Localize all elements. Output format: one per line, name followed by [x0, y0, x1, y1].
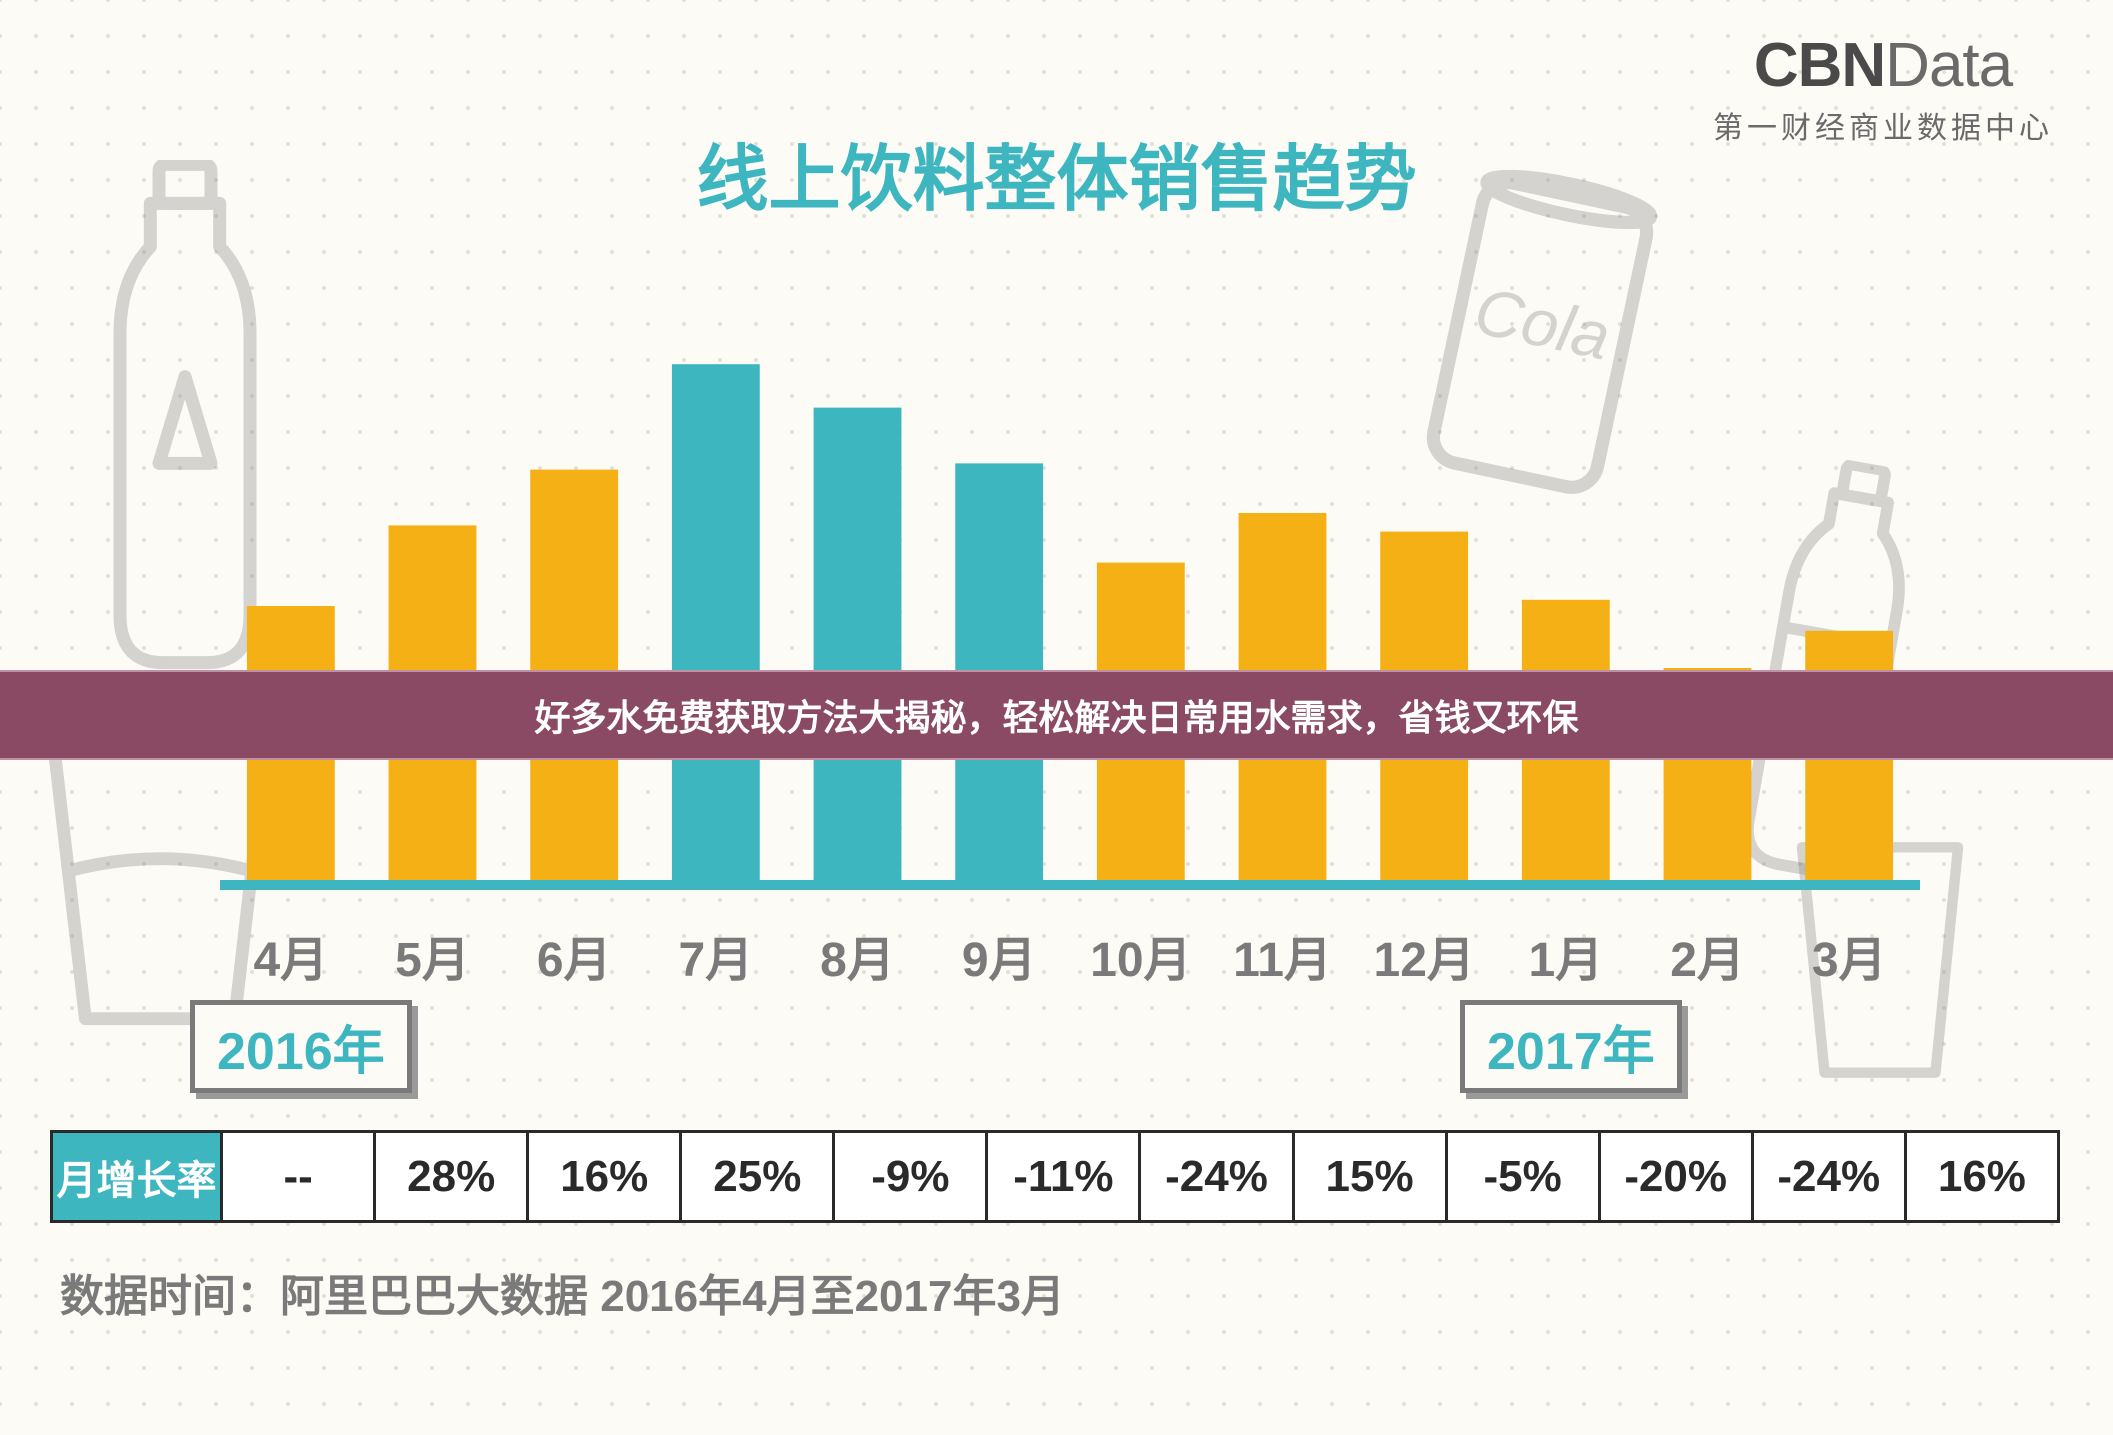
- x-axis-label: 2月: [1637, 920, 1779, 990]
- banner-text: 好多水免费获取方法大揭秘，轻松解决日常用水需求，省钱又环保: [534, 689, 1578, 741]
- x-axis-label: 7月: [645, 920, 787, 990]
- x-axis-label: 10月: [1070, 920, 1212, 990]
- overlay-banner: 好多水免费获取方法大揭秘，轻松解决日常用水需求，省钱又环保: [0, 670, 2113, 760]
- table-cell: -9%: [834, 1132, 987, 1222]
- x-axis-label: 8月: [787, 920, 929, 990]
- table-header: 月增长率: [52, 1132, 222, 1222]
- bar: [814, 408, 902, 885]
- brand-bold: CBN: [1754, 31, 1885, 100]
- growth-rate-table: 月增长率 --28%16%25%-9%-11%-24%15%-5%-20%-24…: [50, 1130, 2060, 1223]
- table-cell: -24%: [1752, 1132, 1905, 1222]
- table-cell: 25%: [681, 1132, 834, 1222]
- year-tag: 2016年: [190, 1000, 412, 1093]
- data-source-footnote: 数据时间：阿里巴巴大数据 2016年4月至2017年3月: [60, 1260, 1065, 1324]
- table-cell: -20%: [1599, 1132, 1752, 1222]
- x-axis-label: 9月: [928, 920, 1070, 990]
- year-tag: 2017年: [1460, 1000, 1682, 1093]
- x-axis-labels: 4月5月6月7月8月9月10月11月12月1月2月3月: [220, 920, 1920, 990]
- x-axis-label: 4月: [220, 920, 362, 990]
- table-cell: 16%: [1905, 1132, 2058, 1222]
- x-axis-label: 1月: [1495, 920, 1637, 990]
- x-axis-label: 5月: [362, 920, 504, 990]
- bar-chart: [220, 250, 1920, 890]
- table-cell: 15%: [1293, 1132, 1446, 1222]
- table-cell: -5%: [1446, 1132, 1599, 1222]
- x-axis-label: 3月: [1778, 920, 1920, 990]
- table-cell: -11%: [987, 1132, 1140, 1222]
- x-axis-label: 12月: [1353, 920, 1495, 990]
- table-cell: 16%: [528, 1132, 681, 1222]
- table-cell: 28%: [375, 1132, 528, 1222]
- chart-title: 线上饮料整体销售趋势: [0, 120, 2113, 225]
- x-axis-label: 6月: [503, 920, 645, 990]
- brand-thin: Data: [1885, 31, 2012, 100]
- bar: [672, 364, 760, 885]
- table-cell: -24%: [1140, 1132, 1293, 1222]
- table-cell: --: [222, 1132, 375, 1222]
- x-axis-label: 11月: [1212, 920, 1354, 990]
